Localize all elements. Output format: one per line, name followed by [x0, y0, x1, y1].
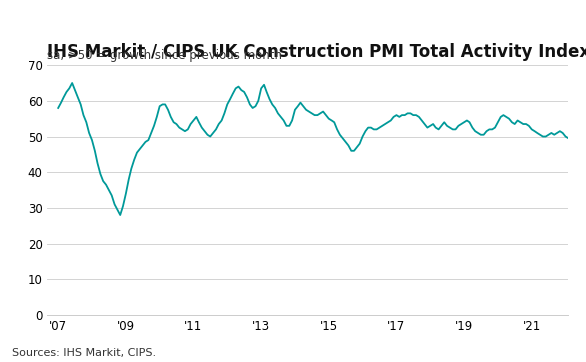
Text: IHS Markit / CIPS UK Construction PMI Total Activity Index: IHS Markit / CIPS UK Construction PMI To…: [47, 43, 586, 61]
Text: Sources: IHS Markit, CIPS.: Sources: IHS Markit, CIPS.: [12, 348, 156, 358]
Text: sa, >50 = growth since previous month: sa, >50 = growth since previous month: [47, 49, 282, 62]
